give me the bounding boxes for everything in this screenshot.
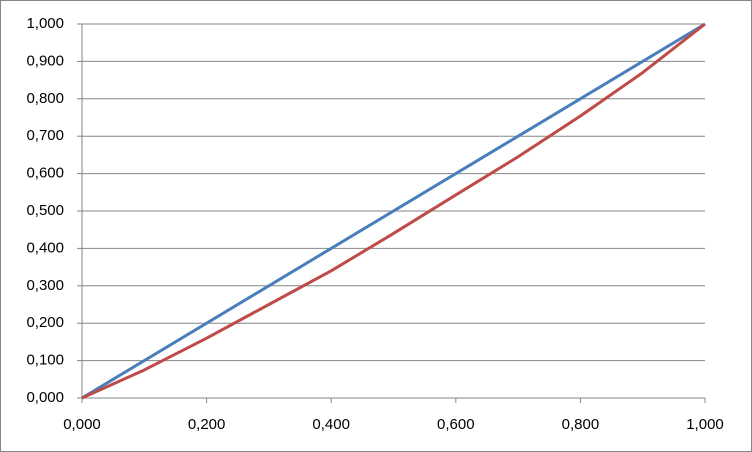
x-tick-label: 0,800: [562, 416, 600, 433]
x-tick-label: 1,000: [686, 416, 724, 433]
y-tick-label: 0,900: [26, 52, 64, 69]
series-line: [81, 22, 706, 400]
x-tick-label: 0,600: [437, 416, 475, 433]
y-tick-label: 0,800: [26, 90, 64, 107]
x-tick-label: 0,200: [188, 416, 226, 433]
y-tick-label: 0,700: [26, 127, 64, 144]
y-tick-label: 0,400: [26, 239, 64, 256]
y-tick-label: 0,500: [26, 202, 64, 219]
y-tick-label: 0,100: [26, 352, 64, 369]
x-tick-label: 0,400: [312, 416, 350, 433]
y-tick-label: 0,300: [26, 277, 64, 294]
y-tick-label: 0,600: [26, 165, 64, 182]
y-tick-label: 1,000: [26, 15, 64, 32]
x-tick-label: 0,000: [63, 416, 101, 433]
y-tick-label: 0,200: [26, 314, 64, 331]
series-line: [81, 22, 706, 400]
y-tick-label: 0,000: [26, 389, 64, 406]
